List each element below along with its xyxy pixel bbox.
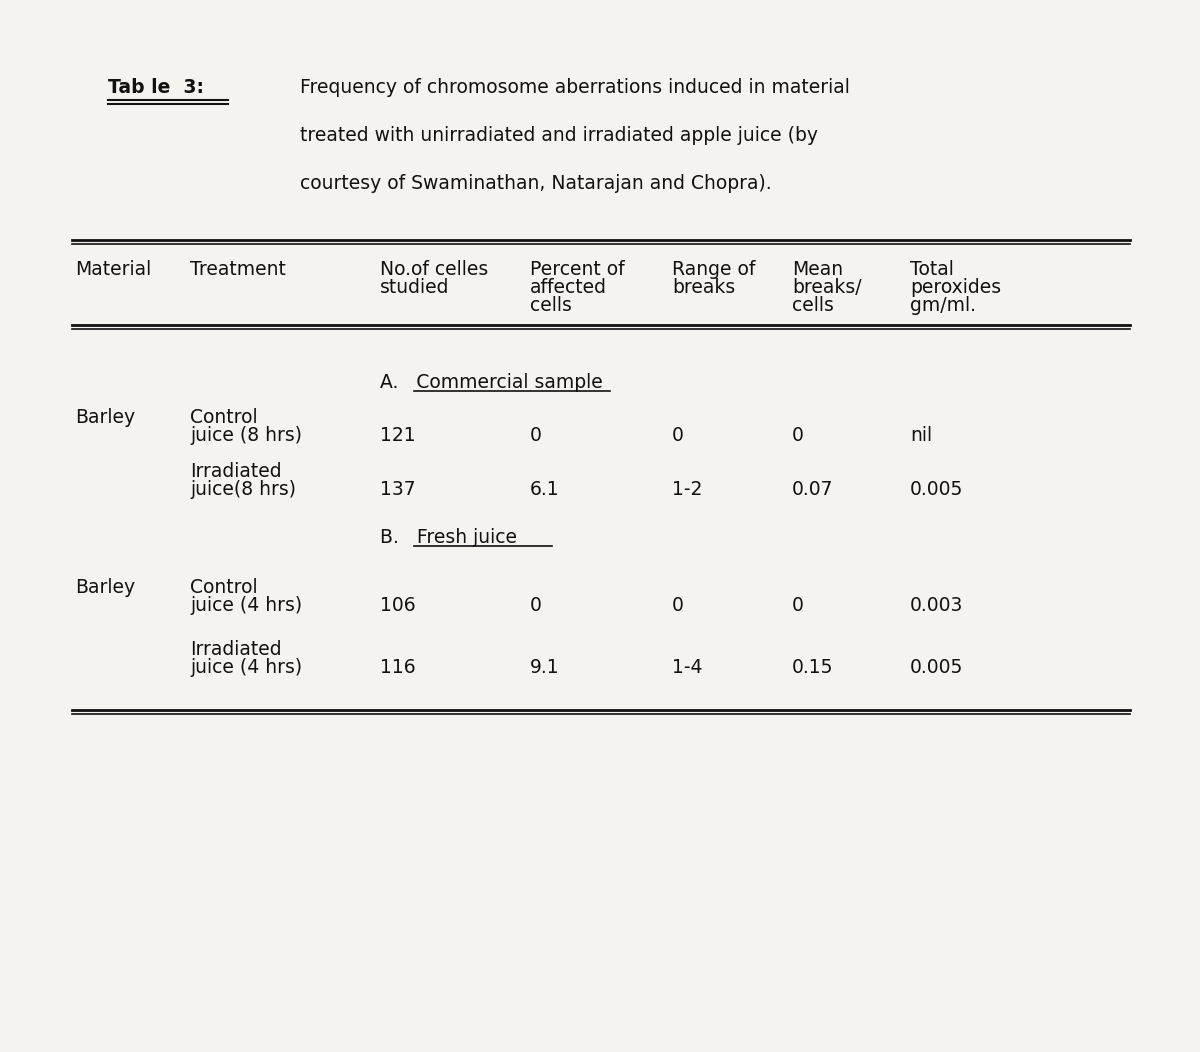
Text: Irradiated: Irradiated: [190, 462, 282, 481]
Text: 0: 0: [530, 596, 542, 615]
Text: Barley: Barley: [74, 578, 136, 596]
Text: 1-2: 1-2: [672, 480, 702, 499]
Text: juice (4 hrs): juice (4 hrs): [190, 658, 302, 677]
Text: Mean: Mean: [792, 260, 844, 279]
Text: juice (4 hrs): juice (4 hrs): [190, 596, 302, 615]
Text: treated with unirradiated and irradiated apple juice (by: treated with unirradiated and irradiated…: [300, 126, 818, 145]
Text: Treatment: Treatment: [190, 260, 286, 279]
Text: breaks/: breaks/: [792, 278, 862, 297]
Text: Control: Control: [190, 408, 258, 427]
Text: 0.005: 0.005: [910, 480, 964, 499]
Text: No.of celles: No.of celles: [380, 260, 488, 279]
Text: 0: 0: [672, 426, 684, 445]
Text: courtesy of Swaminathan, Natarajan and Chopra).: courtesy of Swaminathan, Natarajan and C…: [300, 174, 772, 193]
Text: peroxides: peroxides: [910, 278, 1001, 297]
Text: 1-4: 1-4: [672, 658, 702, 677]
Text: juice (8 hrs): juice (8 hrs): [190, 426, 302, 445]
Text: 0.07: 0.07: [792, 480, 834, 499]
Text: Irradiated: Irradiated: [190, 640, 282, 659]
Text: 0: 0: [792, 426, 804, 445]
Text: Percent of: Percent of: [530, 260, 625, 279]
Text: 0.15: 0.15: [792, 658, 834, 677]
Text: 0.003: 0.003: [910, 596, 964, 615]
Text: affected: affected: [530, 278, 607, 297]
Text: cells: cells: [530, 296, 572, 315]
Text: 0: 0: [792, 596, 804, 615]
Text: nil: nil: [910, 426, 932, 445]
Text: 121: 121: [380, 426, 415, 445]
Text: 106: 106: [380, 596, 415, 615]
Text: Material: Material: [74, 260, 151, 279]
Text: Control: Control: [190, 578, 258, 596]
Text: Barley: Barley: [74, 408, 136, 427]
Text: studied: studied: [380, 278, 450, 297]
Text: 0.005: 0.005: [910, 658, 964, 677]
Text: 0: 0: [530, 426, 542, 445]
Text: A.   Commercial sample: A. Commercial sample: [380, 373, 602, 392]
Text: Total: Total: [910, 260, 954, 279]
Text: cells: cells: [792, 296, 834, 315]
Text: Tab le  3:: Tab le 3:: [108, 78, 204, 97]
Text: Frequency of chromosome aberrations induced in material: Frequency of chromosome aberrations indu…: [300, 78, 850, 97]
Text: juice(8 hrs): juice(8 hrs): [190, 480, 296, 499]
Text: breaks: breaks: [672, 278, 736, 297]
Text: 9.1: 9.1: [530, 658, 559, 677]
Text: Range of: Range of: [672, 260, 755, 279]
Text: 116: 116: [380, 658, 415, 677]
Text: 6.1: 6.1: [530, 480, 559, 499]
Text: B.   Fresh juice: B. Fresh juice: [380, 528, 517, 547]
Text: gm/ml.: gm/ml.: [910, 296, 976, 315]
Text: 0: 0: [672, 596, 684, 615]
Text: 137: 137: [380, 480, 415, 499]
